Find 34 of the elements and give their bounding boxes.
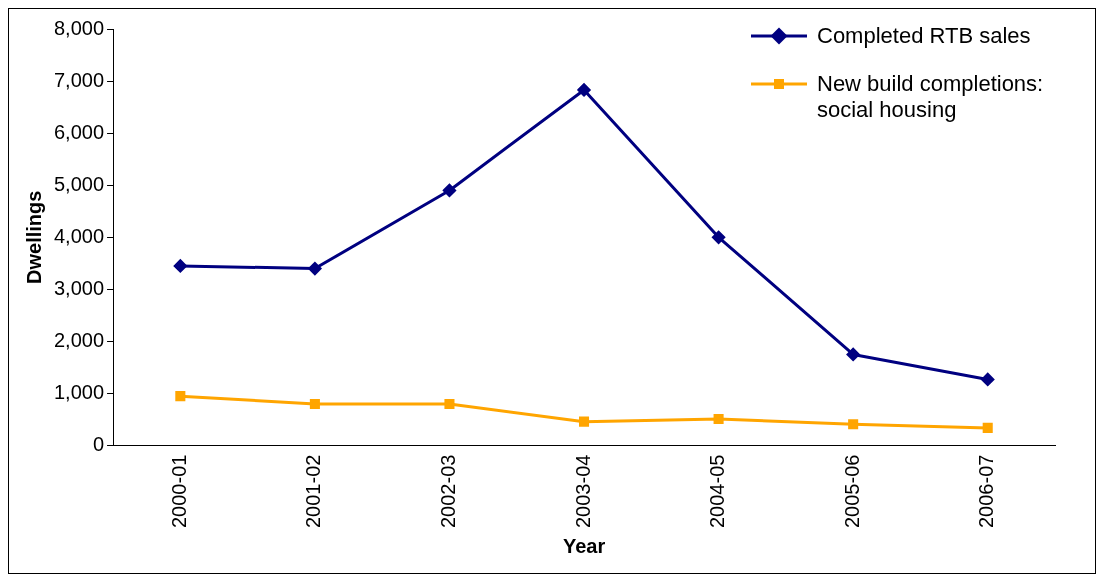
point [982, 422, 993, 433]
x-tick-label: 2004-05 [706, 454, 729, 529]
y-tick-label: 0 [92, 433, 105, 456]
legend-label: Completed RTB sales [817, 23, 1031, 49]
y-tick-label: 2,000 [53, 328, 105, 351]
point [981, 372, 995, 386]
y-tick-label: 8,000 [53, 16, 105, 39]
x-tick-label: 2005-06 [840, 454, 863, 529]
y-tick-label: 1,000 [53, 381, 105, 404]
y-tick-label: 6,000 [53, 120, 105, 143]
point [713, 414, 724, 425]
point [309, 398, 320, 409]
x-tick-label: 2001-02 [302, 454, 325, 529]
x-axis-title: Year [562, 534, 606, 557]
point [578, 416, 590, 427]
y-axis-title: Dwellings [22, 190, 45, 284]
y-tick-label: 3,000 [53, 276, 105, 299]
point [173, 259, 187, 273]
point [442, 183, 456, 197]
legend-label: New build completions: social housing [817, 71, 1045, 123]
x-tick-label: 2000-01 [167, 454, 190, 529]
x-tick-label: 2003-04 [571, 454, 594, 529]
x-tick-label: 2002-03 [436, 454, 459, 529]
y-tick-label: 7,000 [53, 68, 105, 91]
y-tick-label: 5,000 [53, 172, 105, 195]
x-tick-label: 2006-07 [975, 454, 998, 529]
point [308, 262, 322, 276]
point [712, 230, 726, 244]
point [846, 347, 860, 361]
point [848, 419, 859, 430]
point [577, 83, 591, 97]
point [444, 398, 455, 409]
point [175, 391, 186, 402]
y-tick-label: 4,000 [53, 224, 105, 247]
